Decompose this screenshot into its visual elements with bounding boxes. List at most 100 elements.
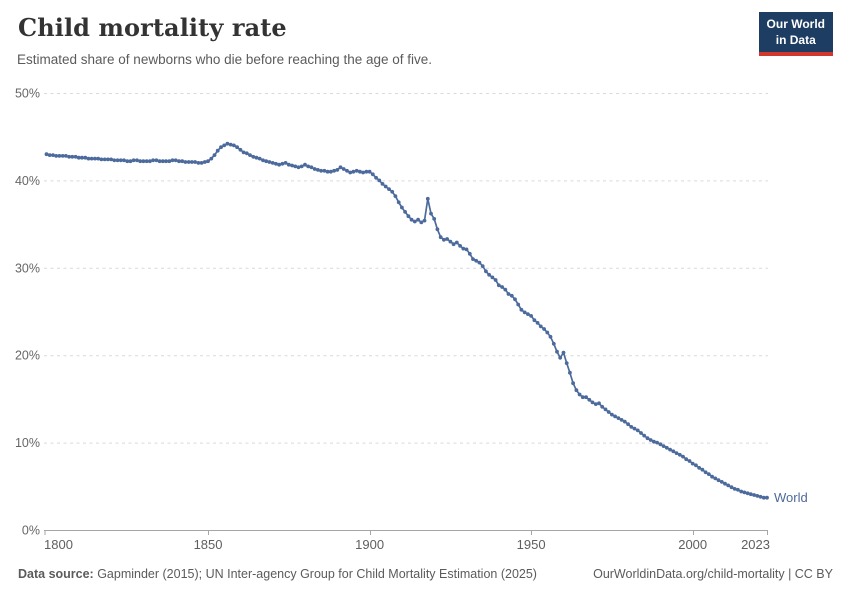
data-point[interactable] [681, 454, 685, 459]
data-point[interactable] [277, 162, 281, 167]
data-point[interactable] [274, 161, 278, 166]
data-point[interactable] [422, 218, 427, 223]
data-point[interactable] [361, 170, 365, 175]
data-point[interactable] [186, 160, 191, 164]
data-point[interactable] [622, 419, 627, 424]
data-point[interactable] [561, 350, 566, 355]
data-point[interactable] [196, 161, 201, 165]
data-point[interactable] [151, 158, 156, 163]
data-point[interactable] [112, 158, 117, 163]
data-point[interactable] [267, 160, 272, 164]
data-point[interactable] [296, 165, 301, 170]
data-point[interactable] [76, 155, 81, 160]
data-point[interactable] [484, 269, 488, 274]
data-point[interactable] [661, 444, 666, 448]
data-point[interactable] [674, 451, 679, 455]
data-point[interactable] [57, 154, 62, 158]
data-point[interactable] [241, 150, 246, 155]
data-point[interactable] [406, 214, 411, 219]
data-point[interactable] [199, 161, 204, 165]
data-point[interactable] [173, 158, 178, 163]
data-point[interactable] [257, 156, 262, 161]
data-point[interactable] [655, 440, 659, 445]
data-point[interactable] [322, 168, 327, 173]
credit-link[interactable]: OurWorldinData.org/child-mortality | CC … [593, 567, 833, 581]
data-point[interactable] [348, 170, 353, 175]
data-point[interactable] [219, 145, 223, 150]
data-point[interactable] [752, 493, 756, 497]
data-point[interactable] [458, 244, 462, 248]
data-point[interactable] [568, 370, 572, 375]
data-point[interactable] [118, 158, 123, 163]
data-point[interactable] [60, 154, 65, 158]
data-point[interactable] [338, 165, 343, 170]
data-point[interactable] [736, 487, 740, 492]
data-point[interactable] [193, 160, 198, 164]
data-point[interactable] [642, 433, 647, 438]
data-point[interactable] [590, 400, 595, 405]
data-point[interactable] [396, 200, 401, 205]
data-point[interactable] [283, 161, 288, 165]
data-point[interactable] [44, 152, 49, 157]
data-point[interactable] [325, 169, 330, 174]
data-point[interactable] [551, 341, 556, 346]
data-point[interactable] [128, 159, 133, 164]
data-point[interactable] [354, 168, 359, 173]
data-point[interactable] [442, 237, 446, 242]
data-point[interactable] [545, 330, 550, 335]
data-point[interactable] [445, 237, 449, 241]
data-point[interactable] [555, 349, 559, 354]
data-point[interactable] [703, 470, 708, 475]
data-point[interactable] [726, 483, 731, 488]
data-point[interactable] [532, 318, 537, 323]
data-point[interactable] [93, 156, 97, 161]
data-point[interactable] [635, 428, 640, 433]
data-point[interactable] [177, 159, 181, 164]
data-point[interactable] [138, 159, 143, 164]
data-point[interactable] [652, 439, 656, 444]
data-point[interactable] [332, 168, 336, 173]
data-point[interactable] [215, 148, 220, 153]
data-point[interactable] [597, 401, 601, 406]
data-point[interactable] [206, 159, 210, 164]
data-point[interactable] [141, 159, 146, 164]
data-point[interactable] [351, 169, 356, 174]
data-point[interactable] [574, 388, 579, 393]
data-point[interactable] [80, 155, 84, 160]
data-point[interactable] [390, 189, 395, 194]
data-point[interactable] [345, 168, 349, 173]
data-point[interactable] [471, 257, 475, 261]
data-point[interactable] [697, 466, 702, 470]
data-point[interactable] [748, 492, 753, 497]
data-point[interactable] [606, 410, 611, 414]
data-point[interactable] [67, 154, 71, 159]
data-point[interactable] [244, 151, 249, 156]
data-point[interactable] [70, 154, 75, 159]
data-point[interactable] [664, 445, 669, 450]
data-point[interactable] [668, 447, 672, 452]
data-point[interactable] [732, 487, 737, 491]
data-point[interactable] [603, 407, 608, 412]
data-point[interactable] [522, 310, 527, 315]
data-point[interactable] [713, 476, 718, 481]
data-point[interactable] [383, 184, 388, 189]
data-point[interactable] [474, 258, 479, 263]
data-point[interactable] [380, 182, 385, 186]
data-point[interactable] [409, 217, 414, 222]
data-point[interactable] [47, 153, 52, 158]
data-point[interactable] [312, 167, 317, 171]
data-point[interactable] [387, 187, 391, 192]
data-point[interactable] [739, 489, 744, 494]
data-point[interactable] [558, 355, 563, 360]
data-point[interactable] [467, 251, 472, 256]
data-point[interactable] [490, 275, 495, 280]
data-point[interactable] [513, 297, 517, 302]
data-point[interactable] [183, 160, 188, 164]
data-point[interactable] [251, 154, 256, 159]
data-point[interactable] [403, 210, 407, 214]
data-point[interactable] [503, 287, 508, 292]
data-point[interactable] [232, 143, 236, 148]
data-point[interactable] [96, 156, 101, 161]
data-point[interactable] [280, 161, 285, 166]
data-point[interactable] [109, 157, 113, 162]
